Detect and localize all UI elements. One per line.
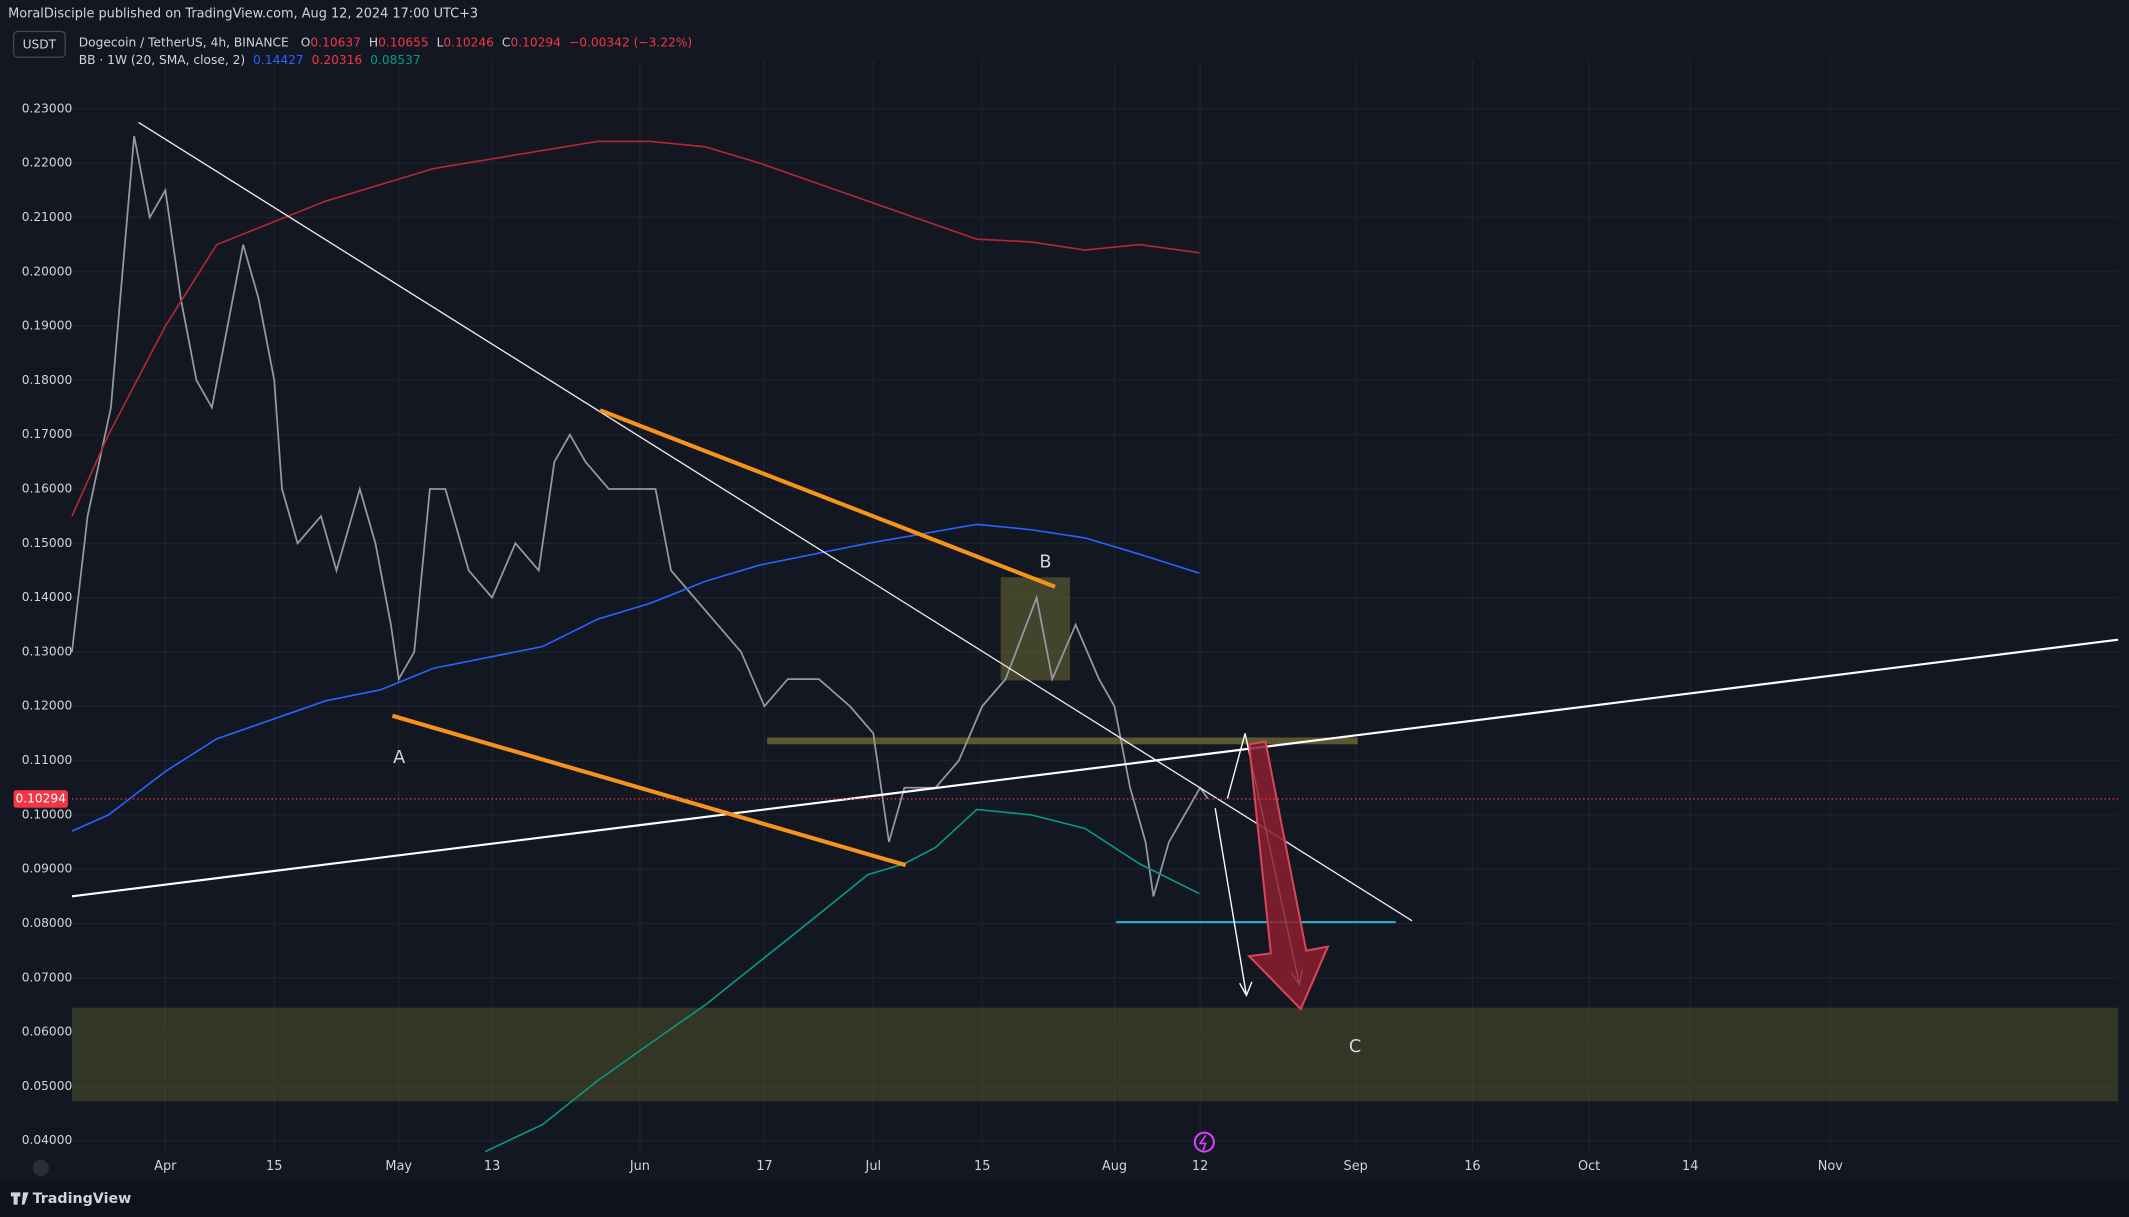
series-line (71, 135, 1209, 897)
ohlc-label: O (301, 35, 311, 49)
symbol: Dogecoin / TetherUS, 4h, BINANCE (79, 35, 289, 49)
y-tick-label: 0.15000 (22, 536, 73, 550)
x-tick-label: 15 (974, 1159, 990, 1174)
last-price-tag (13, 790, 68, 808)
y-tick-label: 0.09000 (22, 862, 73, 876)
x-tick-label: 16 (1464, 1159, 1480, 1174)
y-tick-label: 0.21000 (22, 210, 73, 224)
big-arrow (1246, 740, 1330, 1011)
arrow-head (1239, 981, 1253, 998)
x-tick-label: Apr (154, 1159, 177, 1174)
zoom-icon[interactable] (32, 1159, 49, 1177)
x-tick-label: Jul (865, 1159, 882, 1174)
y-tick-label: 0.07000 (22, 970, 73, 984)
indicator-line: BB · 1W (20, SMA, close, 2) 0.14427 0.20… (79, 52, 421, 66)
projection-line (1214, 807, 1248, 996)
x-tick-label: 17 (756, 1159, 772, 1174)
annotation: A (393, 748, 405, 768)
published-note: MoralDisciple published on TradingView.c… (8, 6, 478, 21)
ohlc-label: H (369, 35, 378, 49)
trend-line (71, 638, 2119, 898)
series-line (71, 140, 1200, 517)
last-price-label: 0.10294 (15, 791, 66, 805)
currency[interactable]: USDT (23, 38, 57, 52)
annotation: B (1039, 552, 1051, 572)
y-tick-label: 0.04000 (22, 1133, 73, 1147)
series-group (71, 135, 1209, 1153)
x-tick-label: Sep (1344, 1159, 1368, 1174)
series-line (71, 523, 1200, 832)
y-tick-label: 0.19000 (22, 319, 73, 333)
grid (71, 59, 2119, 1152)
ohlc-value: 0.10655 (378, 35, 429, 49)
footer-bar (0, 1181, 2129, 1217)
y-tick-label: 0.16000 (22, 482, 73, 496)
y-tick-label: 0.10000 (22, 807, 73, 821)
indicator-value: 0.20316 (312, 52, 363, 66)
event-icon-bolt (1198, 1134, 1207, 1151)
indicator-value: 0.08537 (370, 52, 421, 66)
resistance-zone (767, 737, 1358, 745)
event-icon (1193, 1131, 1215, 1153)
target-zone (71, 1007, 2119, 1102)
legend-line: Dogecoin / TetherUS, 4h, BINANCE O0.1063… (79, 35, 692, 49)
series-line (484, 808, 1200, 1153)
y-tick-label: 0.20000 (22, 264, 73, 278)
x-tick-label: 14 (1682, 1159, 1698, 1174)
x-tick-label: Aug (1102, 1159, 1127, 1174)
channel-line (599, 408, 1056, 589)
x-tick-label: Oct (1578, 1159, 1600, 1174)
ohlc-value: 0.10637 (310, 35, 361, 49)
ohlc-value: 0.10246 (443, 35, 494, 49)
ohlc-label: C (502, 35, 511, 49)
x-tick-label: 12 (1192, 1159, 1208, 1174)
y-tick-label: 0.22000 (22, 156, 73, 170)
y-tick-label: 0.11000 (22, 753, 73, 767)
ohlc-value: 0.10294 (510, 35, 561, 49)
y-tick-label: 0.12000 (22, 699, 73, 713)
annotation: C (1349, 1037, 1361, 1057)
y-tick-label: 0.06000 (22, 1025, 73, 1039)
y-tick-label: 0.08000 (22, 916, 73, 930)
y-tick-label: 0.17000 (22, 427, 73, 441)
channel-line (391, 713, 907, 868)
y-tick-label: 0.05000 (22, 1079, 73, 1093)
indicator-value: 0.14427 (253, 52, 304, 66)
brand-logo (10, 1192, 29, 1205)
x-tick-label: Jun (629, 1159, 650, 1174)
trend-line (138, 121, 1413, 922)
y-tick-label: 0.14000 (22, 590, 73, 604)
ohlc-label: L (437, 35, 444, 49)
y-tick-label: 0.23000 (22, 101, 73, 115)
y-tick-label: 0.18000 (22, 373, 73, 387)
x-tick-label: 13 (484, 1159, 500, 1174)
x-tick-label: 15 (266, 1159, 282, 1174)
brand: TradingView (33, 1191, 132, 1207)
currency-button[interactable] (12, 30, 66, 58)
y-tick-label: 0.13000 (22, 644, 73, 658)
change: −0.00342 (−3.22%) (569, 35, 692, 49)
x-tick-label: Nov (1818, 1159, 1844, 1174)
indicator: BB · 1W (20, SMA, close, 2) (79, 52, 245, 66)
x-tick-label: May (385, 1159, 412, 1174)
